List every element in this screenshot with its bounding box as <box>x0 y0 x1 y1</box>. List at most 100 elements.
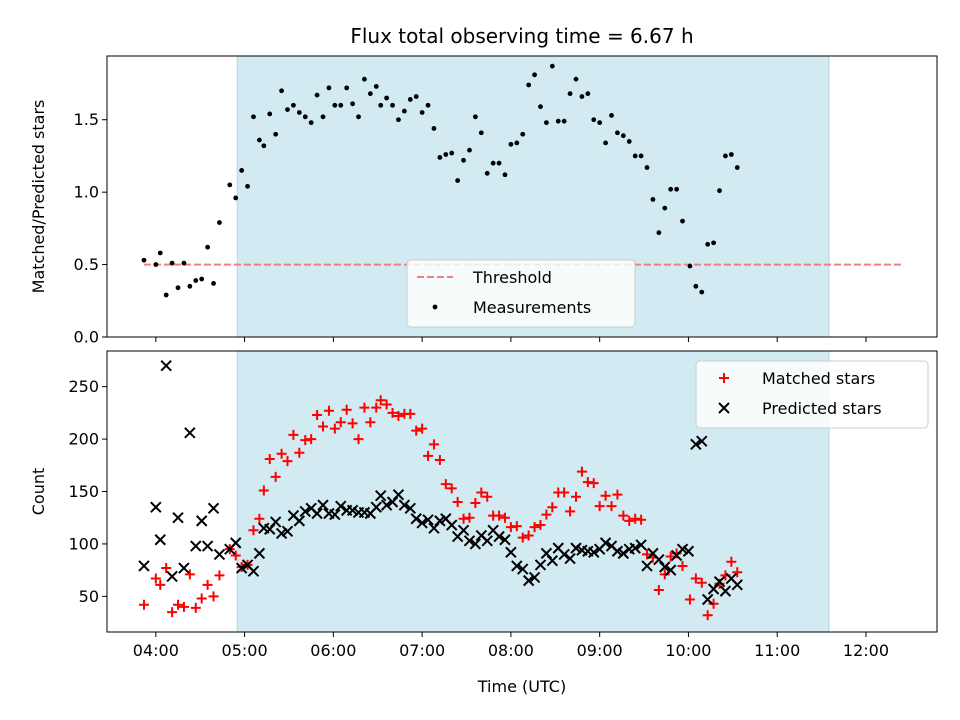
data-point <box>405 408 416 419</box>
plot-area <box>138 359 743 621</box>
x-tick-label: 06:00 <box>310 641 356 660</box>
data-point <box>665 551 676 562</box>
data-point <box>561 118 567 124</box>
data-point <box>302 114 308 120</box>
data-point <box>235 562 248 574</box>
data-point <box>618 510 629 521</box>
data-point <box>317 499 329 511</box>
data-point <box>565 506 576 517</box>
data-point <box>308 120 314 126</box>
data-point <box>311 507 323 520</box>
data-point <box>202 579 213 590</box>
data-point <box>668 186 674 192</box>
data-point <box>523 530 534 541</box>
data-point <box>230 550 241 561</box>
series-predicted-stars <box>138 359 743 606</box>
data-point <box>461 157 466 163</box>
data-point <box>540 547 553 560</box>
data-point <box>717 188 722 194</box>
data-point <box>356 114 361 120</box>
data-point <box>490 160 496 166</box>
data-point <box>463 535 476 547</box>
data-point <box>517 532 528 543</box>
data-point <box>558 548 570 561</box>
x-axis-label: Time (UTC) <box>477 677 566 696</box>
x-tick-label: 10:00 <box>665 641 711 660</box>
data-point <box>609 112 614 118</box>
data-point <box>193 278 199 283</box>
bottom-panel: 50 100 150 200 250 04:00 05:00 06:00 07:00 08:00 0… <box>29 350 938 696</box>
data-point <box>496 160 502 166</box>
data-point <box>281 525 294 538</box>
data-point <box>312 409 323 420</box>
data-point <box>534 559 547 571</box>
data-point <box>258 485 269 496</box>
data-point <box>470 498 481 509</box>
data-point <box>520 131 526 137</box>
data-point <box>254 513 265 524</box>
data-point <box>273 131 279 137</box>
data-point <box>187 283 193 289</box>
data-point <box>214 570 225 581</box>
data-point <box>455 178 461 183</box>
data-point <box>371 402 382 413</box>
data-point <box>201 540 214 552</box>
legend-swatch <box>718 402 730 414</box>
top-panel: 0.0 0.5 1.0 1.5 Matched/Predicted stars Flux … <box>29 24 938 347</box>
plot-area <box>141 63 903 298</box>
data-point <box>597 120 603 126</box>
series-measurements <box>141 63 740 298</box>
data-point <box>499 512 510 523</box>
data-point <box>650 196 656 202</box>
data-point <box>138 560 150 572</box>
data-point <box>594 501 605 512</box>
data-point <box>600 490 611 501</box>
x-tick-label: 08:00 <box>488 641 534 660</box>
data-point <box>251 114 256 120</box>
data-point <box>396 117 401 123</box>
data-point <box>285 107 290 112</box>
axes-frame <box>106 55 938 338</box>
data-point <box>437 154 443 160</box>
data-point <box>547 502 558 513</box>
data-point <box>261 143 267 149</box>
data-point <box>723 153 728 159</box>
data-point <box>350 101 355 107</box>
data-point <box>620 133 626 139</box>
data-point <box>282 456 293 467</box>
data-point <box>347 418 358 429</box>
data-point <box>335 417 346 428</box>
data-point <box>190 540 202 552</box>
data-point <box>378 102 384 108</box>
x-tick-label: 07:00 <box>399 641 445 660</box>
y-axis-label: Count <box>29 468 48 516</box>
data-point <box>335 500 347 512</box>
data-point <box>588 478 599 489</box>
data-point <box>576 466 587 477</box>
data-point <box>422 514 434 526</box>
data-point <box>207 502 220 514</box>
data-point <box>478 130 484 136</box>
data-point <box>449 150 455 156</box>
data-point <box>582 477 593 488</box>
data-point <box>184 569 195 580</box>
data-point <box>472 114 478 120</box>
data-point <box>653 585 664 596</box>
data-point <box>708 598 719 609</box>
data-point <box>291 102 296 108</box>
data-point <box>288 429 299 440</box>
data-point <box>522 574 535 587</box>
data-point <box>167 607 178 618</box>
data-point <box>603 140 608 146</box>
data-point <box>567 91 573 97</box>
data-point <box>398 499 411 511</box>
data-point <box>256 137 262 143</box>
data-point <box>599 537 612 549</box>
data-point <box>431 126 437 131</box>
data-point <box>659 569 670 580</box>
data-point <box>630 513 641 524</box>
x-tick-label: 04:00 <box>133 641 179 660</box>
data-point <box>157 250 163 256</box>
data-point <box>425 102 431 108</box>
data-point <box>245 183 250 189</box>
